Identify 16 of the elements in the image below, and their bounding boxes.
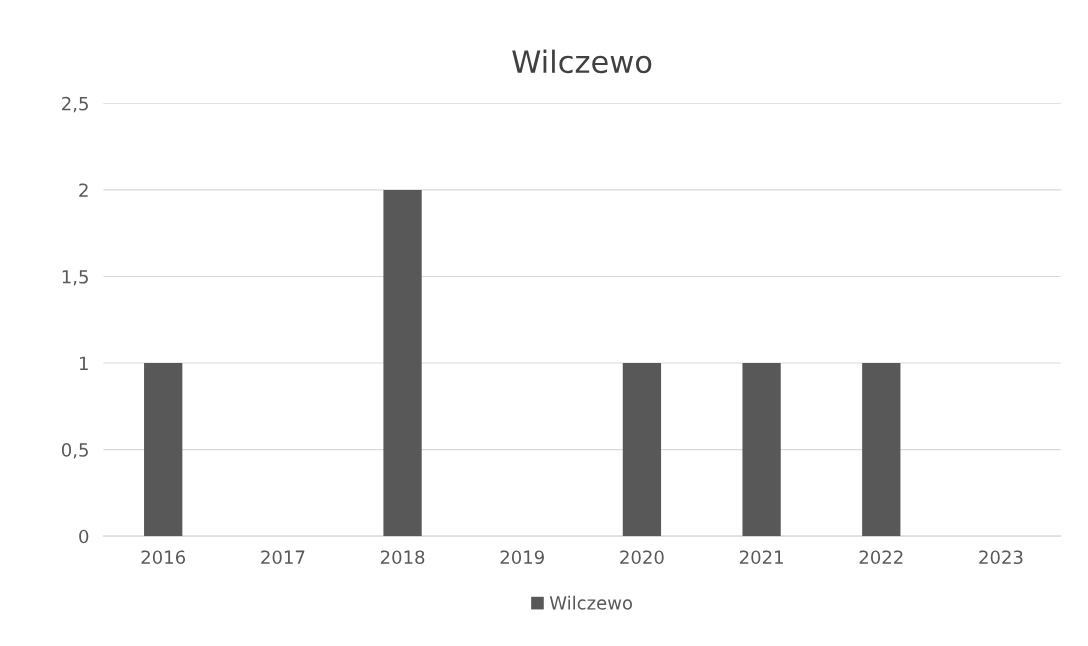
y-tick-label: 1,5 (62, 270, 88, 286)
x-tick-label: 2021 (739, 550, 783, 565)
x-tick-label: 2023 (979, 550, 1023, 565)
x-tick-label: 2019 (500, 550, 544, 565)
y-tick-label: 0 (79, 529, 89, 544)
x-tick-label: 2016 (141, 550, 186, 565)
chart-title: Wilczewo (512, 49, 652, 74)
y-tick-label: 0,5 (61, 443, 88, 459)
x-tick-label: 2022 (859, 550, 903, 565)
x-tick-label: 2018 (380, 550, 425, 565)
legend-label: Wilczewo (549, 595, 633, 610)
y-tick-label: 2 (79, 183, 88, 197)
x-tick-label: 2020 (620, 550, 664, 565)
x-tick-label: 2017 (261, 550, 305, 565)
y-tick-label: 1 (79, 356, 88, 370)
y-tick-label: 2,5 (62, 96, 88, 113)
